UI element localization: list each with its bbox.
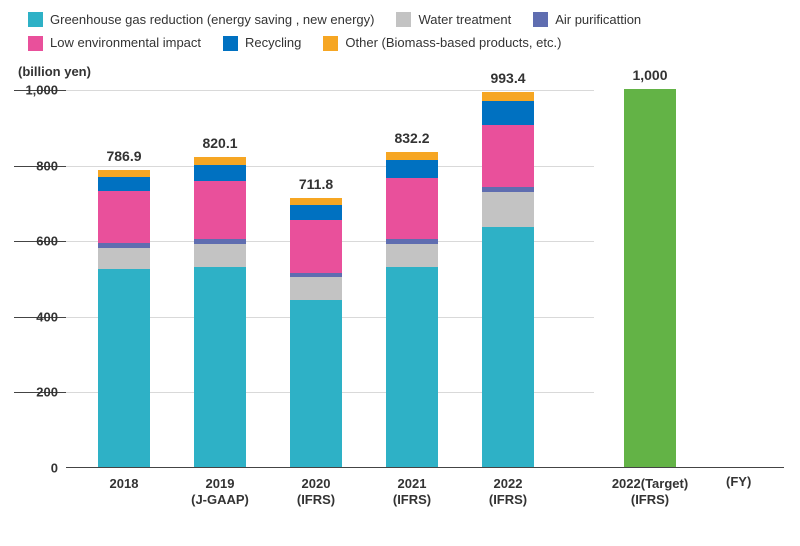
ytick-label: 0 bbox=[4, 461, 58, 476]
bar-segment-ghg bbox=[386, 267, 438, 467]
bar-segment-recycling bbox=[482, 101, 534, 124]
x-axis-label: 2022(IFRS) bbox=[458, 476, 558, 509]
bar-group: 820.1 bbox=[194, 157, 246, 467]
legend-label-lowimpact: Low environmental impact bbox=[50, 31, 201, 54]
legend-row-1: Greenhouse gas reduction (energy saving … bbox=[28, 8, 788, 31]
legend-item-lowimpact: Low environmental impact bbox=[28, 31, 201, 54]
bar-group: 993.4 bbox=[482, 92, 534, 468]
y-axis-unit-label: (billion yen) bbox=[18, 64, 91, 79]
ytick-label: 400 bbox=[4, 309, 58, 324]
bar-segment-ghg bbox=[98, 269, 150, 467]
bar-group: 786.9 bbox=[98, 170, 150, 467]
legend-item-water: Water treatment bbox=[396, 8, 511, 31]
bar-segment-recycling bbox=[194, 165, 246, 181]
x-axis-label: 2018 bbox=[74, 476, 174, 492]
legend-item-recycling: Recycling bbox=[223, 31, 301, 54]
fy-label: (FY) bbox=[726, 474, 751, 489]
legend-swatch-other bbox=[323, 36, 338, 51]
bar-segment-other bbox=[290, 198, 342, 205]
x-axis-label: 2021(IFRS) bbox=[362, 476, 462, 509]
legend-swatch-recycling bbox=[223, 36, 238, 51]
bar-segment-other bbox=[98, 170, 150, 177]
bar-total-label: 786.9 bbox=[98, 148, 150, 164]
bar-segment-ghg bbox=[482, 227, 534, 467]
bar-segment-recycling bbox=[386, 160, 438, 178]
legend-swatch-ghg bbox=[28, 12, 43, 27]
target-bar-segment bbox=[624, 89, 676, 467]
bar-segment-water bbox=[386, 244, 438, 267]
x-axis-label: 2019(J-GAAP) bbox=[170, 476, 270, 509]
ytick-label: 600 bbox=[4, 234, 58, 249]
bar-total-label: 820.1 bbox=[194, 135, 246, 151]
legend-swatch-water bbox=[396, 12, 411, 27]
bar-segment-water bbox=[482, 192, 534, 227]
x-axis-label: 2020(IFRS) bbox=[266, 476, 366, 509]
bar-segment-lowimpact bbox=[98, 191, 150, 243]
chart-container: Greenhouse gas reduction (energy saving … bbox=[0, 0, 800, 546]
bar-segment-water bbox=[290, 277, 342, 300]
bar-group: 711.8 bbox=[290, 198, 342, 467]
bar-total-label: 993.4 bbox=[482, 70, 534, 86]
bar-segment-other bbox=[482, 92, 534, 102]
bar-segment-other bbox=[386, 152, 438, 160]
bar-segment-lowimpact bbox=[290, 220, 342, 273]
legend-item-air: Air purificattion bbox=[533, 8, 641, 31]
legend-swatch-lowimpact bbox=[28, 36, 43, 51]
x-axis-label-target: 2022(Target)(IFRS) bbox=[595, 476, 705, 509]
legend-swatch-air bbox=[533, 12, 548, 27]
legend-label-air: Air purificattion bbox=[555, 8, 641, 31]
target-bar: 1,000 bbox=[624, 89, 676, 467]
legend-label-other: Other (Biomass-based products, etc.) bbox=[345, 31, 561, 54]
ytick-label: 1,000 bbox=[4, 83, 58, 98]
ytick-label: 800 bbox=[4, 158, 58, 173]
bar-segment-ghg bbox=[290, 300, 342, 467]
bar-total-label: 711.8 bbox=[290, 176, 342, 192]
legend-item-ghg: Greenhouse gas reduction (energy saving … bbox=[28, 8, 374, 31]
legend: Greenhouse gas reduction (energy saving … bbox=[28, 8, 788, 55]
plot-area: 02004006008001,000786.9820.1711.8832.299… bbox=[66, 90, 784, 468]
bar-segment-ghg bbox=[194, 267, 246, 467]
bar-total-label: 832.2 bbox=[386, 130, 438, 146]
bar-segment-lowimpact bbox=[482, 125, 534, 187]
bar-segment-water bbox=[98, 248, 150, 269]
legend-label-water: Water treatment bbox=[418, 8, 511, 31]
ytick-label: 200 bbox=[4, 385, 58, 400]
bar-segment-recycling bbox=[290, 205, 342, 219]
legend-item-other: Other (Biomass-based products, etc.) bbox=[323, 31, 561, 54]
bar-segment-recycling bbox=[98, 177, 150, 191]
legend-row-2: Low environmental impact Recycling Other… bbox=[28, 31, 788, 54]
legend-label-recycling: Recycling bbox=[245, 31, 301, 54]
target-bar-total-label: 1,000 bbox=[624, 67, 676, 83]
legend-label-ghg: Greenhouse gas reduction (energy saving … bbox=[50, 8, 374, 31]
x-axis-labels: 20182019(J-GAAP)2020(IFRS)2021(IFRS)2022… bbox=[66, 470, 784, 520]
bar-group: 832.2 bbox=[386, 152, 438, 467]
bar-segment-other bbox=[194, 157, 246, 165]
bar-segment-lowimpact bbox=[194, 181, 246, 240]
bar-segment-water bbox=[194, 244, 246, 267]
bar-segment-lowimpact bbox=[386, 178, 438, 238]
